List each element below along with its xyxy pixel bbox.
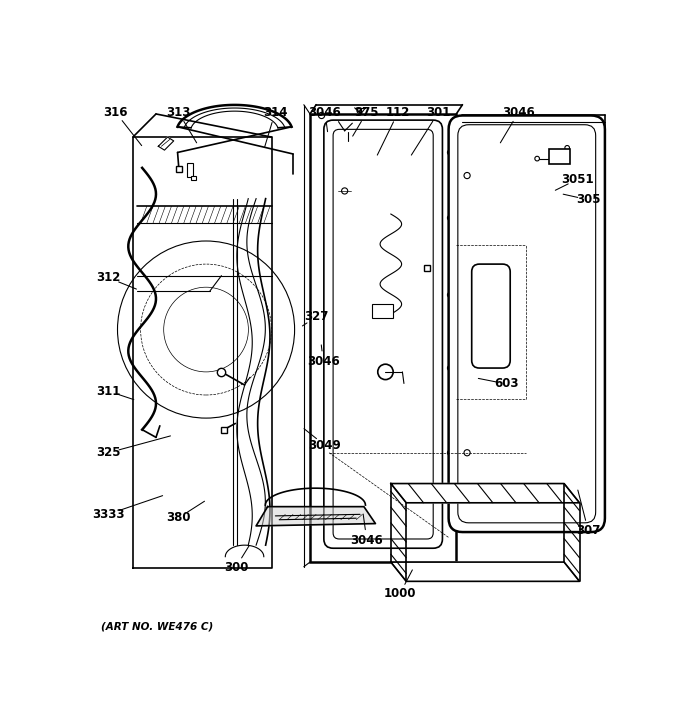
Bar xyxy=(310,114,456,562)
FancyBboxPatch shape xyxy=(472,264,510,368)
Text: 3046: 3046 xyxy=(307,355,340,368)
Circle shape xyxy=(464,173,470,178)
Text: 375: 375 xyxy=(354,106,379,119)
Text: 312: 312 xyxy=(97,271,121,284)
Circle shape xyxy=(447,365,453,370)
Text: 3051: 3051 xyxy=(562,173,594,186)
Text: 3046: 3046 xyxy=(503,106,535,119)
Text: 3049: 3049 xyxy=(309,439,341,452)
Text: 307: 307 xyxy=(576,524,600,537)
Text: 311: 311 xyxy=(97,385,121,398)
Bar xyxy=(549,149,571,164)
Text: 112: 112 xyxy=(386,106,411,119)
Bar xyxy=(192,175,196,181)
Text: 1000: 1000 xyxy=(384,587,416,600)
Text: 305: 305 xyxy=(576,194,600,207)
Text: 316: 316 xyxy=(103,106,128,119)
Text: 300: 300 xyxy=(224,560,248,573)
Text: 327: 327 xyxy=(304,310,328,323)
Circle shape xyxy=(447,292,453,297)
Text: 313: 313 xyxy=(166,106,190,119)
Circle shape xyxy=(464,450,470,456)
Bar xyxy=(187,163,193,177)
Circle shape xyxy=(447,215,453,220)
Text: 603: 603 xyxy=(494,378,519,391)
Text: 301: 301 xyxy=(426,106,451,119)
Circle shape xyxy=(447,450,453,455)
Polygon shape xyxy=(256,507,375,526)
Bar xyxy=(371,304,393,318)
Text: 314: 314 xyxy=(263,106,288,119)
Text: 325: 325 xyxy=(97,446,121,459)
Polygon shape xyxy=(391,484,579,503)
Polygon shape xyxy=(158,137,173,150)
Text: 3333: 3333 xyxy=(92,507,125,521)
Text: 3046: 3046 xyxy=(309,106,341,119)
FancyBboxPatch shape xyxy=(449,115,605,532)
Circle shape xyxy=(447,150,453,155)
Text: 3046: 3046 xyxy=(350,534,384,547)
Polygon shape xyxy=(391,562,579,581)
Text: 380: 380 xyxy=(166,511,190,524)
Text: (ART NO. WE476 C): (ART NO. WE476 C) xyxy=(101,621,213,631)
